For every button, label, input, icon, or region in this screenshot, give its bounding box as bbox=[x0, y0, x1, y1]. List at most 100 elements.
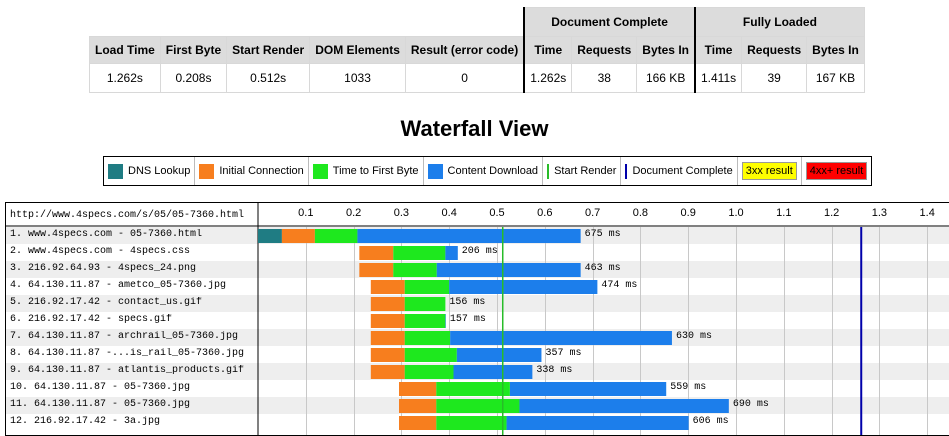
duration-label: 357 ms bbox=[545, 348, 581, 359]
duration-label: 559 ms bbox=[670, 382, 706, 393]
legend-connect: Initial Connection bbox=[195, 157, 308, 185]
result-value: 0 bbox=[405, 63, 524, 92]
ttfb-bar bbox=[405, 297, 446, 311]
legend-4xx-label: 4xx+ result bbox=[806, 162, 868, 180]
legend-4xx: 4xx+ result bbox=[802, 157, 872, 185]
load-time-value: 1.262s bbox=[90, 63, 161, 92]
col-dom-elements: DOM Elements bbox=[310, 36, 406, 63]
full-bytes-value: 167 KB bbox=[807, 63, 865, 92]
col-result: Result (error code) bbox=[405, 36, 524, 63]
legend-download-label: Content Download bbox=[448, 165, 539, 177]
duration-label: 157 ms bbox=[450, 314, 486, 325]
fully-loaded-header: Fully Loaded bbox=[695, 8, 864, 37]
col-full-bytes: Bytes In bbox=[807, 36, 865, 63]
doc-bytes-value: 166 KB bbox=[637, 63, 695, 92]
legend-ttfb-label: Time to First Byte bbox=[333, 165, 419, 177]
download-bar bbox=[454, 365, 533, 379]
ttfb-swatch bbox=[313, 164, 328, 179]
connect-bar bbox=[399, 382, 436, 396]
duration-label: 675 ms bbox=[585, 229, 621, 240]
start-render-swatch bbox=[547, 164, 549, 179]
download-bar bbox=[510, 382, 666, 396]
tick-label: 1.4 bbox=[920, 207, 935, 219]
col-full-requests: Requests bbox=[742, 36, 807, 63]
tick-label: 0.9 bbox=[681, 207, 696, 219]
download-bar bbox=[357, 229, 580, 243]
ttfb-bar bbox=[405, 314, 446, 328]
download-bar bbox=[437, 263, 581, 277]
download-bar bbox=[457, 348, 542, 362]
download-bar bbox=[449, 280, 597, 294]
legend-3xx-label: 3xx result bbox=[742, 162, 797, 180]
download-bar bbox=[450, 331, 672, 345]
tick-label: 0.2 bbox=[346, 207, 361, 219]
legend-dns-label: DNS Lookup bbox=[128, 165, 190, 177]
connect-bar bbox=[359, 263, 393, 277]
col-first-byte: First Byte bbox=[160, 36, 226, 63]
ttfb-bar bbox=[405, 331, 450, 345]
legend-connect-label: Initial Connection bbox=[219, 165, 303, 177]
connect-bar bbox=[399, 416, 436, 430]
connect-bar bbox=[371, 348, 405, 362]
connect-bar bbox=[399, 399, 436, 413]
tick-label: 0.7 bbox=[585, 207, 600, 219]
ttfb-bar bbox=[405, 348, 457, 362]
waterfall-page-url: http://www.4specs.com/s/05/05-7360.html bbox=[10, 210, 244, 221]
doc-complete-swatch bbox=[625, 164, 627, 179]
legend-doc-complete-label: Document Complete bbox=[632, 165, 732, 177]
dom-elements-value: 1033 bbox=[310, 63, 406, 92]
col-doc-bytes: Bytes In bbox=[637, 36, 695, 63]
tick-label: 1.2 bbox=[824, 207, 839, 219]
page-title: Waterfall View bbox=[0, 116, 949, 142]
col-full-time: Time bbox=[695, 36, 742, 63]
waterfall-legend: DNS Lookup Initial Connection Time to Fi… bbox=[103, 156, 872, 186]
connect-bar bbox=[371, 280, 405, 294]
duration-label: 206 ms bbox=[462, 246, 498, 257]
connect-bar bbox=[359, 246, 393, 260]
duration-label: 630 ms bbox=[676, 331, 712, 342]
summary-table: Document Complete Fully Loaded Load Time… bbox=[89, 7, 865, 93]
ttfb-bar bbox=[393, 263, 436, 277]
full-requests-value: 39 bbox=[742, 63, 807, 92]
duration-label: 463 ms bbox=[585, 263, 621, 274]
tick-label: 0.3 bbox=[394, 207, 409, 219]
download-swatch bbox=[428, 164, 443, 179]
document-complete-header: Document Complete bbox=[524, 8, 695, 37]
connect-bar bbox=[371, 365, 405, 379]
tick-label: 1.1 bbox=[776, 207, 791, 219]
ttfb-bar bbox=[315, 229, 358, 243]
legend-dns: DNS Lookup bbox=[104, 157, 195, 185]
ttfb-bar bbox=[405, 365, 454, 379]
start-render-value: 0.512s bbox=[227, 63, 310, 92]
connect-bar bbox=[371, 331, 405, 345]
tick-label: 0.8 bbox=[633, 207, 648, 219]
col-doc-time: Time bbox=[524, 36, 572, 63]
tick-label: 0.1 bbox=[298, 207, 313, 219]
ttfb-bar bbox=[405, 280, 449, 294]
doc-time-value: 1.262s bbox=[524, 63, 572, 92]
tick-label: 1.3 bbox=[872, 207, 887, 219]
legend-download: Content Download bbox=[424, 157, 544, 185]
download-bar bbox=[507, 416, 689, 430]
first-byte-value: 0.208s bbox=[160, 63, 226, 92]
legend-ttfb: Time to First Byte bbox=[309, 157, 424, 185]
dns-bar bbox=[258, 229, 282, 243]
duration-label: 338 ms bbox=[536, 365, 572, 376]
download-bar bbox=[519, 399, 728, 413]
connect-bar bbox=[371, 314, 405, 328]
tick-label: 0.4 bbox=[442, 207, 457, 219]
duration-label: 606 ms bbox=[693, 416, 729, 427]
full-time-value: 1.411s bbox=[695, 63, 742, 92]
col-doc-requests: Requests bbox=[572, 36, 637, 63]
tick-label: 1.0 bbox=[728, 207, 743, 219]
col-load-time: Load Time bbox=[90, 36, 161, 63]
download-bar bbox=[445, 246, 457, 260]
ttfb-bar bbox=[436, 416, 506, 430]
legend-start-render: Start Render bbox=[543, 157, 621, 185]
legend-3xx: 3xx result bbox=[738, 157, 802, 185]
ttfb-bar bbox=[393, 246, 445, 260]
ttfb-bar bbox=[436, 399, 519, 413]
doc-requests-value: 38 bbox=[572, 63, 637, 92]
dns-swatch bbox=[108, 164, 123, 179]
